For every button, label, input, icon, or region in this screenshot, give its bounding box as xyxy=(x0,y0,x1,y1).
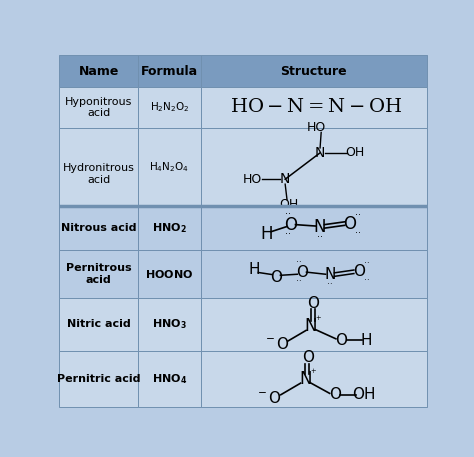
Text: Hydronitrous
acid: Hydronitrous acid xyxy=(63,163,135,185)
Text: Hyponitrous
acid: Hyponitrous acid xyxy=(65,96,132,118)
Text: N: N xyxy=(314,218,326,236)
Text: ··: ·· xyxy=(285,229,291,239)
Bar xyxy=(201,351,427,407)
Text: Pernitric acid: Pernitric acid xyxy=(57,374,140,384)
Bar xyxy=(138,298,201,351)
Text: $\mathbf{HOONO}$: $\mathbf{HOONO}$ xyxy=(145,268,194,280)
Text: O: O xyxy=(343,215,356,233)
Text: O: O xyxy=(296,265,308,280)
Bar xyxy=(59,351,138,407)
Text: O: O xyxy=(353,264,365,279)
Text: O: O xyxy=(329,387,341,402)
Text: $\mathdefault{HO-N=N-OH}$: $\mathdefault{HO-N=N-OH}$ xyxy=(230,98,403,117)
Text: N: N xyxy=(280,172,291,186)
Text: ··: ·· xyxy=(355,210,361,220)
Bar xyxy=(201,250,427,298)
Bar xyxy=(201,128,427,206)
Text: $^-$O: $^-$O xyxy=(255,390,282,406)
Bar xyxy=(138,250,201,298)
Text: Name: Name xyxy=(79,64,119,78)
Bar xyxy=(59,298,138,351)
Bar xyxy=(138,206,201,250)
Text: O: O xyxy=(308,296,319,311)
Text: ··: ·· xyxy=(296,258,302,267)
Text: Nitric acid: Nitric acid xyxy=(67,319,130,329)
Text: ··: ·· xyxy=(327,280,333,289)
Text: H: H xyxy=(261,225,273,244)
Text: OH: OH xyxy=(346,146,365,159)
Bar xyxy=(201,206,427,250)
Text: HO: HO xyxy=(243,173,262,186)
Text: ··: ·· xyxy=(364,276,370,285)
Bar xyxy=(201,87,427,128)
Text: Pernitrous
acid: Pernitrous acid xyxy=(66,263,131,285)
Bar xyxy=(59,250,138,298)
Bar xyxy=(59,87,138,128)
Text: N: N xyxy=(324,267,336,282)
Text: OH: OH xyxy=(279,198,299,212)
Text: Structure: Structure xyxy=(280,64,347,78)
Text: H: H xyxy=(361,333,372,348)
Text: $\mathrm{H_2N_2O_2}$: $\mathrm{H_2N_2O_2}$ xyxy=(150,101,189,114)
Text: $\mathbf{HNO_2}$: $\mathbf{HNO_2}$ xyxy=(152,221,187,235)
Text: N: N xyxy=(299,370,311,388)
Text: $\mathrm{H_4N_2O_4}$: $\mathrm{H_4N_2O_4}$ xyxy=(149,160,190,174)
Bar xyxy=(138,87,201,128)
Text: Nitrous acid: Nitrous acid xyxy=(61,223,137,233)
Text: $\mathbf{HNO_3}$: $\mathbf{HNO_3}$ xyxy=(152,318,187,331)
Text: N: N xyxy=(305,317,317,335)
Text: $\mathbf{HNO_4}$: $\mathbf{HNO_4}$ xyxy=(152,372,187,386)
Text: Formula: Formula xyxy=(141,64,198,78)
Bar xyxy=(138,351,201,407)
Bar xyxy=(201,298,427,351)
Bar xyxy=(138,128,201,206)
Bar xyxy=(59,206,138,250)
Text: $^-$O: $^-$O xyxy=(263,336,290,352)
Bar xyxy=(59,128,138,206)
Text: ··: ·· xyxy=(296,277,302,286)
Text: ··: ·· xyxy=(285,209,291,219)
Text: O: O xyxy=(336,333,347,348)
Bar xyxy=(201,55,427,87)
Text: H: H xyxy=(248,262,260,277)
Text: OH: OH xyxy=(352,387,375,402)
Text: O: O xyxy=(270,270,282,285)
Text: $^+$: $^+$ xyxy=(309,368,317,378)
Text: ··: ·· xyxy=(364,259,370,268)
Text: ··: ·· xyxy=(355,228,361,238)
Text: HO: HO xyxy=(307,121,326,133)
Text: $^+$: $^+$ xyxy=(314,315,322,325)
Bar xyxy=(138,55,201,87)
Text: N: N xyxy=(315,146,325,160)
Text: O: O xyxy=(284,216,297,234)
Bar xyxy=(59,55,138,87)
Text: O: O xyxy=(302,351,314,365)
Text: ··: ·· xyxy=(317,232,323,242)
